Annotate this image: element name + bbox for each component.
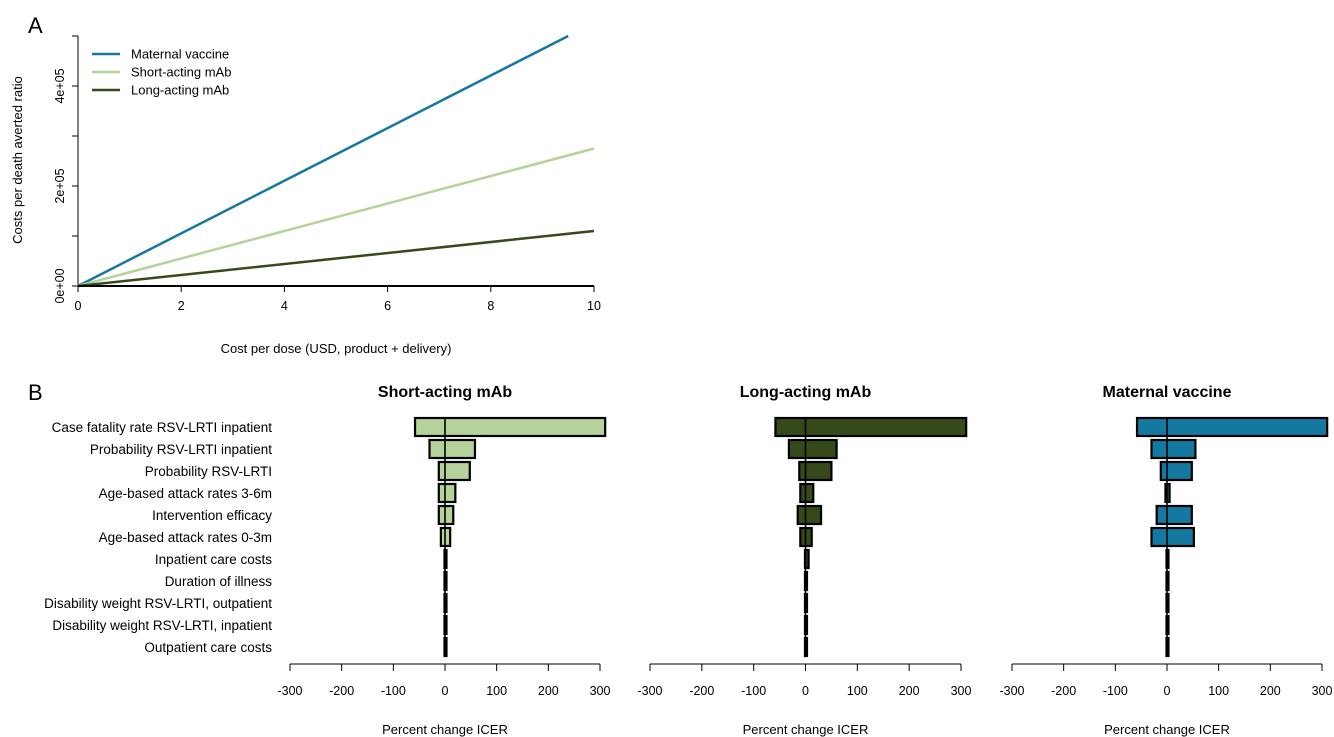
panel-b-bar (796, 504, 823, 526)
panel-a-x-tick-label: 8 (487, 299, 494, 313)
panel-b-category-label: Probability RSV-LRTI inpatient (90, 442, 272, 457)
panel-b-x-tick-label: -200 (1051, 684, 1076, 698)
panel-b-bar (413, 416, 607, 438)
panel-b-bar (437, 482, 457, 504)
panel-b-x-tick-label: 300 (590, 684, 611, 698)
panel-a-x-tick-label: 6 (384, 299, 391, 313)
panel-a-line-chart: A 0 2 4 6 8 10 0e+00 2e+05 4e+05 Maternal vaccin… (10, 13, 601, 356)
panel-b-category-label: Disability weight RSV-LRTI, outpatient (44, 596, 272, 611)
panel-b-xlabel: Percent change ICER (1104, 722, 1230, 737)
panel-b-category-label: Age-based attack rates 0-3m (99, 530, 272, 545)
panel-b-category-label: Duration of illness (165, 574, 273, 589)
panel-b-category-labels: Case fatality rate RSV-LRTI inpatient Pro… (44, 420, 272, 655)
panel-b-subpanel: Long-acting mAb -300 -200 -100 0 100 200 300 Per… (637, 384, 971, 737)
panel-b-subpanel-title: Maternal vaccine (1103, 384, 1232, 401)
panel-a-legend-label: Short-acting mAb (131, 65, 231, 80)
panel-b-category-label: Outpatient care costs (144, 640, 272, 655)
panel-a-x-tick-label: 0 (75, 299, 82, 313)
panel-a-series-lines (77, 34, 595, 288)
panel-b-x-tick-label: 100 (1208, 684, 1229, 698)
panel-b-x-tick-label: 200 (1260, 684, 1281, 698)
panel-a-legend-label: Long-acting mAb (131, 83, 229, 98)
panel-b-x-tick-label: 0 (442, 684, 449, 698)
panel-b-x-tick-label: 200 (538, 684, 559, 698)
panel-b-bar (798, 460, 833, 482)
panel-b-x-tick-label: 0 (802, 684, 809, 698)
panel-b-x-tick-label: 100 (847, 684, 868, 698)
panel-b-subpanel-title: Long-acting mAb (740, 384, 872, 401)
panel-b-category-label: Inpatient care costs (155, 552, 272, 567)
panel-a-letter: A (28, 13, 43, 38)
panel-b-xlabel: Percent change ICER (382, 722, 508, 737)
panel-b-bar (437, 504, 455, 526)
panel-a-series-line (77, 34, 569, 288)
panel-b-bar (428, 438, 477, 460)
panel-a-y-tick-label: 2e+05 (53, 168, 67, 203)
panel-b-subpanel-title: Short-acting mAb (378, 384, 512, 401)
panel-a-y-tick-label: 4e+05 (53, 68, 67, 103)
panel-b-x-tick-label: 100 (486, 684, 507, 698)
panel-b-xlabel: Percent change ICER (743, 722, 869, 737)
panel-b-bar (1150, 438, 1197, 460)
panel-b-x-tick-label: 200 (899, 684, 920, 698)
panel-b-bar (1135, 416, 1329, 438)
panel-b-bar (437, 460, 471, 482)
panel-a-axes: 0 2 4 6 8 10 0e+00 2e+05 4e+05 (53, 35, 601, 313)
panel-b-subpanels: Short-acting mAb -300 -200 -100 0 100 200 300 Pe… (277, 384, 1332, 737)
panel-b-x-tick-label: 300 (951, 684, 972, 698)
panel-b-category-label: Intervention efficacy (152, 508, 272, 523)
panel-b-category-label: Case fatality rate RSV-LRTI inpatient (52, 420, 273, 435)
panel-a-x-tick-label: 4 (281, 299, 288, 313)
panel-a-x-tick-label: 10 (587, 299, 601, 313)
panel-b-bar (1159, 460, 1193, 482)
panel-a-xlabel: Cost per dose (USD, product + delivery) (221, 341, 452, 356)
panel-a-series-line (77, 229, 595, 288)
panel-b-x-tick-label: -200 (329, 684, 354, 698)
panel-b-subpanel: Maternal vaccine -300 -200 -100 0 100 200 300 Pe… (999, 384, 1332, 737)
panel-b-bar (787, 438, 838, 460)
panel-b-bar (799, 482, 815, 504)
panel-b-category-label: Probability RSV-LRTI (145, 464, 272, 479)
panel-b-x-tick-label: -200 (689, 684, 714, 698)
panel-b-x-tick-label: -100 (381, 684, 406, 698)
panel-a-series-line (77, 147, 595, 288)
panel-a-ylabel: Costs per death averted ratio (10, 76, 25, 244)
panel-b-tornado-charts: B Case fatality rate RSV-LRTI inpatient P… (28, 380, 1332, 737)
panel-a-x-tick-label: 2 (178, 299, 185, 313)
panel-b-category-label: Disability weight RSV-LRTI, inpatient (52, 618, 272, 633)
panel-b-x-tick-label: -100 (741, 684, 766, 698)
panel-b-letter: B (28, 380, 43, 405)
panel-b-x-tick-label: -300 (999, 684, 1024, 698)
panel-b-subpanel: Short-acting mAb -300 -200 -100 0 100 200 300 Pe… (277, 384, 610, 737)
panel-b-x-tick-label: -100 (1103, 684, 1128, 698)
panel-a-legend-label: Maternal vaccine (131, 47, 229, 62)
panel-b-bar (774, 416, 968, 438)
panel-b-category-label: Age-based attack rates 3-6m (99, 486, 272, 501)
panel-b-x-tick-label: 0 (1164, 684, 1171, 698)
panel-a-y-tick-label: 0e+00 (53, 268, 67, 303)
panel-b-bar (1155, 504, 1193, 526)
panel-b-x-tick-label: -300 (277, 684, 302, 698)
panel-b-x-tick-label: -300 (637, 684, 662, 698)
panel-b-bar (1150, 526, 1195, 548)
panel-a-legend: Maternal vaccine Short-acting mAb Long-act… (92, 47, 231, 98)
panel-b-x-tick-label: 300 (1312, 684, 1333, 698)
